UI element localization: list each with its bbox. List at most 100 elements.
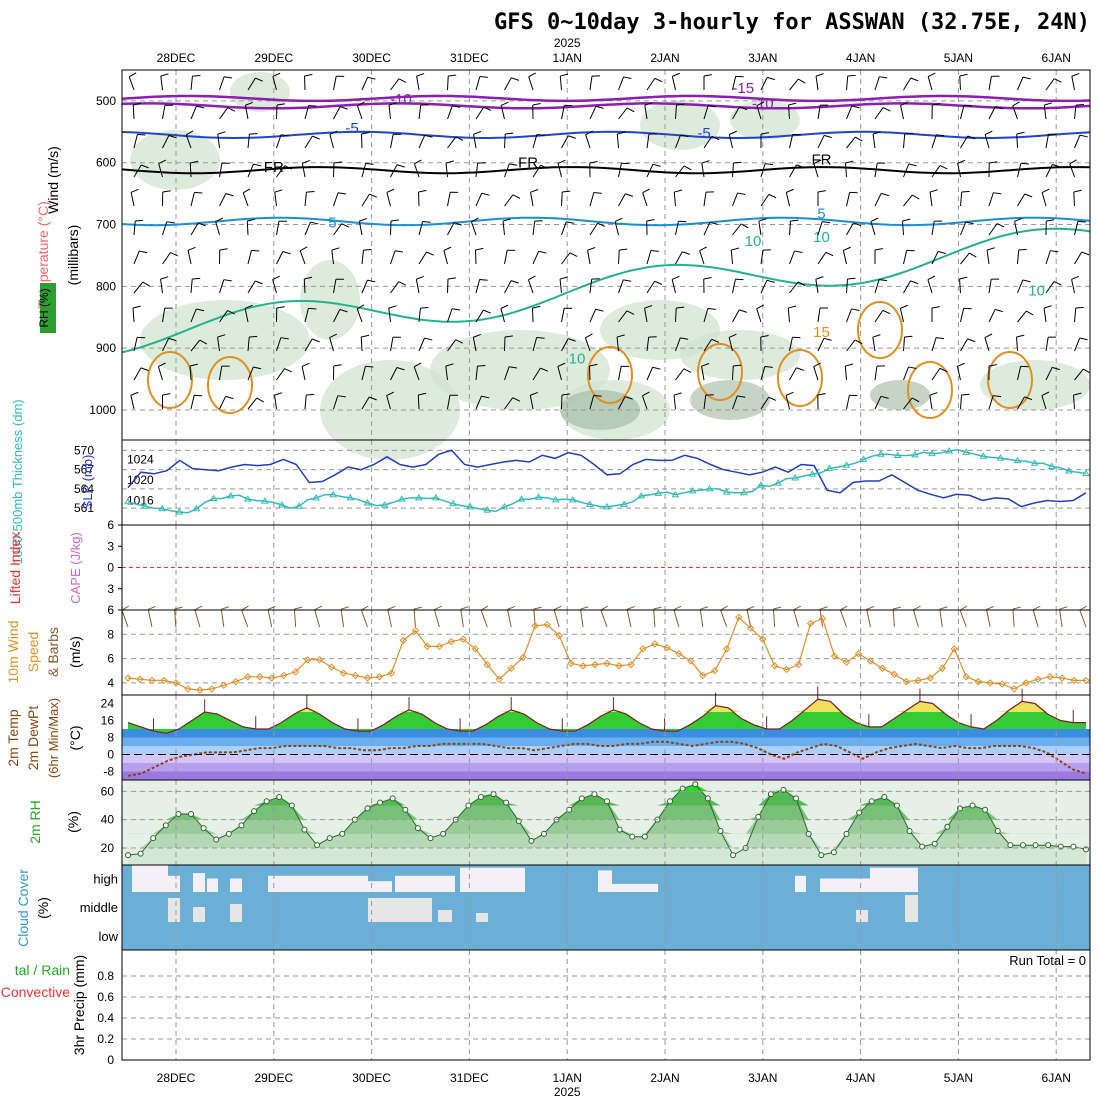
rh-point	[994, 828, 1001, 834]
wind-barb-flag	[703, 277, 712, 280]
thickness-point	[911, 450, 919, 458]
wind-barb-flag	[255, 280, 263, 285]
wind-barb-flag	[683, 165, 692, 171]
wind-barb	[500, 308, 505, 323]
temp-line	[127, 698, 1086, 734]
wind-barb	[244, 105, 249, 120]
cloud-high-bar	[395, 875, 455, 892]
wind-barb	[732, 365, 734, 381]
rh-point	[288, 802, 295, 809]
wind-barb-flag	[1079, 605, 1088, 611]
wind-barb-flag	[434, 605, 442, 611]
rh-point	[578, 795, 585, 802]
wind-barb	[475, 76, 481, 91]
wind-barb-flag	[247, 218, 256, 222]
rh-point	[944, 823, 951, 830]
wind-speed-point	[974, 677, 982, 686]
wind-barb-flag	[536, 336, 545, 339]
isotherm-label: FR	[811, 152, 831, 169]
wind-barb	[447, 105, 453, 120]
wind-barb	[817, 135, 825, 149]
day-label-top: 31DEC	[450, 51, 489, 65]
wind-barb-flag	[746, 605, 755, 610]
wind-barb-flag	[589, 363, 598, 367]
wind-barb-flag	[162, 190, 171, 193]
wind-barb	[675, 368, 685, 381]
wind-barb	[561, 135, 569, 149]
wind-barb-flag	[785, 391, 794, 396]
wind-barb-flag	[339, 309, 348, 313]
wind-barb-flag	[553, 605, 562, 611]
wind-barb	[220, 609, 225, 628]
isotherm-label: 10	[1028, 283, 1045, 300]
wind-barb	[304, 192, 307, 207]
wind-barb-flag	[255, 77, 264, 82]
wind-barb	[618, 76, 624, 91]
wind-speed-point	[172, 679, 180, 687]
wind-barb	[246, 220, 249, 236]
wind-barb	[866, 609, 871, 628]
wind-barb	[361, 193, 370, 207]
isotherm-label: 15	[813, 324, 830, 341]
wind-barb	[931, 337, 937, 352]
wind-barb	[959, 75, 961, 91]
wind-barb	[559, 279, 562, 294]
wind-barb	[587, 250, 591, 265]
wind-barb	[1017, 310, 1027, 323]
wind-barb-flag	[711, 135, 720, 141]
year-label-bottom: 2025	[554, 1085, 581, 1099]
wind-barb	[504, 163, 510, 178]
wind-barb	[903, 250, 908, 265]
wind-barb	[247, 366, 254, 381]
wind-speed-point	[914, 676, 923, 685]
wind-barb	[187, 250, 192, 265]
wind-barb-flag	[1022, 279, 1031, 283]
wind-barb-flag	[443, 246, 452, 251]
wind-barb	[903, 77, 912, 91]
thickness-point	[449, 499, 457, 507]
wind-barb	[532, 164, 542, 178]
wind-barb-flag	[455, 136, 464, 141]
wind-barb	[500, 105, 505, 120]
cloud-high-bar	[598, 870, 612, 892]
wind-barb	[418, 135, 426, 149]
wind-barb-flag	[959, 73, 968, 77]
wind-barb-flag	[880, 192, 889, 197]
temp-band	[122, 729, 1090, 738]
temp-tick: 8	[107, 731, 114, 745]
wind-barb-flag	[511, 77, 520, 81]
wind-speed-point	[1022, 679, 1030, 687]
wind-barb-flag	[562, 190, 571, 193]
wind-barb-flag	[1012, 606, 1021, 610]
slp-tick: 1020	[127, 473, 154, 487]
label-slp: SLP (mb)	[80, 455, 95, 510]
wind-barb	[1074, 337, 1081, 352]
rh-point	[540, 830, 547, 837]
wind-barb	[1045, 250, 1051, 265]
wind-barb-flag	[650, 250, 659, 252]
wind-barb	[817, 105, 821, 120]
thickness-point	[586, 500, 594, 507]
wind-barb	[874, 163, 878, 178]
wind-barb	[387, 609, 392, 628]
wind-barb-flag	[623, 76, 632, 79]
cloud-high-bar	[132, 865, 168, 892]
rh-point	[868, 798, 875, 805]
rh-point	[364, 805, 371, 812]
wind-barb-flag	[619, 248, 628, 251]
wind-barb-flag	[794, 250, 803, 253]
thickness-point	[739, 488, 748, 496]
wind-barb-flag	[219, 248, 228, 251]
wind-barb	[304, 308, 309, 323]
wind-barb-flag	[644, 305, 653, 309]
pressure-tick: 1000	[89, 403, 116, 417]
wind-barb-flag	[1024, 193, 1033, 198]
wind-barb-flag	[1075, 306, 1084, 309]
wind-barb	[504, 397, 514, 410]
wind-barb	[1073, 191, 1075, 207]
cloud-mid-bar	[168, 898, 180, 922]
temp-band	[122, 754, 1090, 763]
pressure-tick: 600	[96, 156, 116, 170]
pressure-tick: 900	[96, 341, 116, 355]
wind-speed-point	[447, 637, 456, 646]
